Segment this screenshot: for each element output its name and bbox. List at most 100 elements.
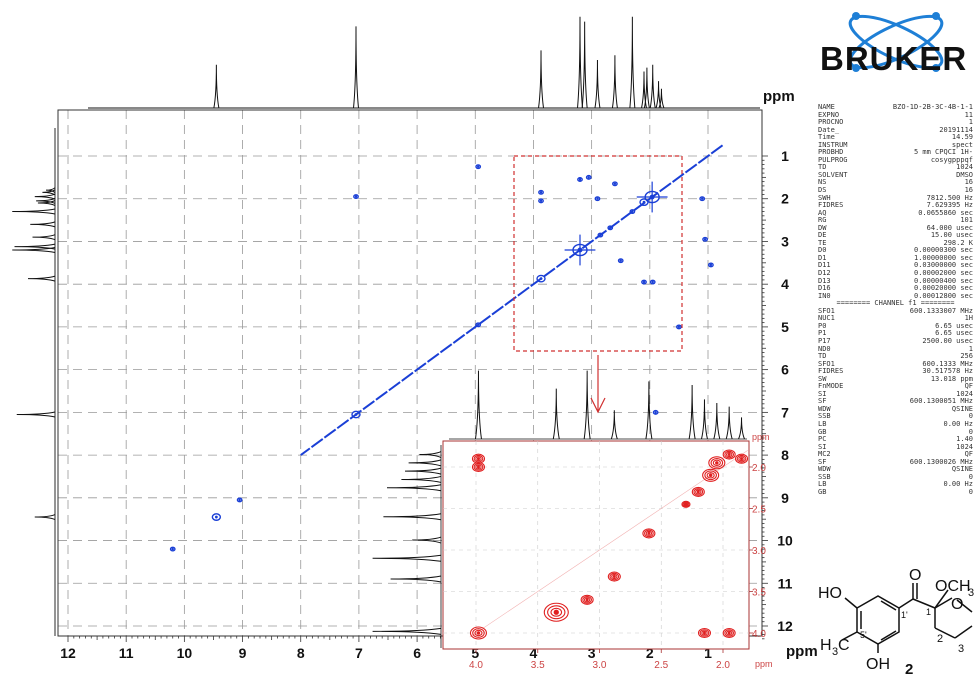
x-tick-label: 7: [355, 645, 363, 661]
param-row: PROBHD 5 mm CPQCI 1H-: [818, 149, 973, 157]
inset-cross-peak-contour: [580, 594, 594, 605]
cross-peak-core: [476, 165, 480, 168]
inset-cross-peak-contour: [475, 456, 482, 462]
inset-top-1d-peak: [474, 370, 482, 440]
param-row: DW 64.000 usec: [818, 223, 973, 233]
param-value: cosygpppqf: [930, 155, 973, 164]
param-value: 20191114: [939, 125, 973, 134]
cross-peak-core: [703, 238, 707, 241]
param-row: SWH 7812.500 Hz: [818, 194, 973, 203]
inset-y-tick-label: 2.5: [752, 505, 766, 516]
param-row: D16 0.00020000 sec: [818, 285, 973, 293]
left-1d-peak: [16, 411, 56, 418]
cross-peak: [597, 232, 604, 238]
param-row: P1 6.65 usec: [818, 330, 973, 338]
main-cross-peaks: [169, 144, 724, 552]
param-value: 1024: [956, 389, 973, 398]
param-row: Date_ 20191114: [818, 125, 973, 135]
param-row: P0 6.65 usec: [818, 322, 973, 331]
top-1d-projection: [88, 16, 760, 109]
inset-cross-peak-core: [476, 631, 481, 635]
inset-top-1d-peak: [738, 417, 745, 440]
y-tick-label: 8: [781, 447, 789, 463]
inset-cross-peak-contour: [475, 464, 482, 470]
inset-cross-peak-contour: [734, 453, 749, 464]
top-1d-peak: [213, 64, 220, 109]
inset-cross-peak-contour: [702, 468, 720, 482]
y-tick-label: 5: [781, 319, 789, 335]
svg-text:2: 2: [905, 661, 913, 678]
zoom-region-box: [513, 155, 683, 352]
top-1d-peak: [538, 50, 545, 109]
param-key: NS: [818, 178, 827, 187]
inset-cross-peak-contour: [642, 528, 656, 539]
param-row: GB 0: [818, 487, 973, 497]
cross-peak: [536, 274, 546, 283]
chemical-structure: [841, 583, 973, 653]
inset-cross-peak-core: [696, 490, 700, 494]
inset-cross-peak-core: [553, 609, 559, 615]
param-row: SI 1024: [818, 389, 973, 399]
param-key: D13: [818, 276, 831, 285]
inset-top-1d-peak: [688, 384, 696, 440]
inset-cross-peak-contour: [469, 626, 488, 640]
inset-cross-peak-core: [647, 531, 651, 535]
svg-text:1': 1': [901, 610, 908, 620]
x-tick-label: 2: [646, 645, 654, 661]
param-row: WDW QSINE: [818, 404, 973, 414]
cross-peak: [236, 497, 243, 503]
param-value: QSINE: [951, 465, 973, 474]
top-1d-peak: [594, 59, 601, 109]
x-tick-label: 4: [530, 645, 538, 661]
param-key: DS: [818, 186, 827, 195]
top-ppm-label: ppm: [763, 88, 795, 105]
inset-x-tick-label: 3.0: [593, 660, 607, 671]
cross-peak-core: [599, 233, 602, 237]
cross-peak: [585, 174, 592, 180]
inset-cross-peak-contour: [736, 454, 747, 463]
inset-cross-peak-contour: [582, 596, 593, 604]
param-key: GB: [818, 487, 827, 496]
param-row: TD 1024: [818, 164, 973, 172]
left-1d-peak: [14, 243, 56, 250]
x-axis-ppm-label: ppm: [786, 643, 818, 660]
param-key: LB: [818, 480, 827, 489]
param-row: D0 0.00000300 sec: [818, 247, 973, 255]
svg-text:3: 3: [832, 646, 838, 658]
cross-peak: [612, 181, 618, 187]
param-value: 64.000 usec: [926, 223, 973, 232]
x-tick-label: 9: [239, 645, 247, 661]
param-key: SFO1: [818, 359, 835, 368]
cross-peak-core: [619, 259, 622, 262]
param-value: 5 mm CPQCI 1H-: [913, 148, 973, 157]
param-value: QSINE: [951, 404, 973, 413]
y-tick-label: 7: [781, 404, 789, 420]
param-key: P1: [818, 329, 827, 338]
inset-cross-peak-core: [740, 457, 744, 461]
param-value: 0: [968, 487, 973, 496]
inset-cross-peak-contour: [472, 628, 485, 638]
param-row: NUC1 1H: [818, 315, 973, 323]
inset-cross-peak-contour: [697, 627, 712, 639]
left-1d-peak: [34, 514, 56, 521]
param-value: 1: [968, 344, 973, 353]
cross-peak-core: [578, 178, 582, 181]
param-row: FIDRES 30.517578 Hz: [818, 368, 973, 376]
param-value: 0.00002000 sec: [913, 269, 973, 278]
param-value: 15.00 usec: [930, 231, 973, 240]
cross-peak: [702, 236, 708, 242]
top-1d-peak: [577, 16, 583, 109]
param-value: 6.65 usec: [935, 329, 973, 338]
inset-left-1d-peak: [412, 536, 442, 544]
inset-cross-peak-contour: [645, 530, 653, 536]
inset-cross-peak-core: [708, 473, 713, 478]
inset-cross-peak-contour: [701, 630, 708, 636]
param-row: SI 1024: [818, 443, 973, 452]
cross-peak-core: [654, 411, 657, 414]
param-value: 0.0655860 sec: [918, 208, 973, 217]
cross-peak: [607, 225, 614, 231]
inset-cross-peak-contour: [471, 461, 486, 473]
channel-divider: ======== CHANNEL f1 ========: [836, 299, 955, 308]
inset-top-1d-peak: [645, 381, 653, 440]
